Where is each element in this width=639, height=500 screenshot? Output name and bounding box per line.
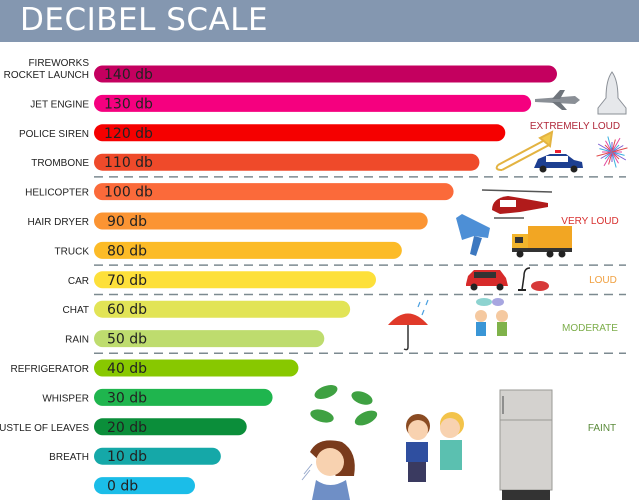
bar (94, 124, 506, 142)
chart-title: DECIBEL SCALE (20, 2, 269, 38)
bar-row: 40 db REFRIGERATOR (10, 359, 299, 377)
category-label: CHAT (63, 305, 89, 316)
zone-label: EXTREMELY LOUD (530, 121, 620, 132)
category-label: JET ENGINE (30, 99, 89, 110)
bar (94, 153, 480, 171)
bar-value-label: 90 db (107, 214, 147, 230)
bar-value-label: 100 db (104, 185, 153, 201)
bar (94, 271, 376, 289)
zone-label: LOUD (589, 275, 617, 286)
category-label: FIREWORKS (28, 58, 89, 69)
bar-value-label: 80 db (107, 243, 147, 259)
title-bar: DECIBEL SCALE (0, 0, 639, 42)
bar (94, 330, 325, 348)
bar-value-label: 70 db (107, 273, 147, 289)
bar-value-label: 20 db (107, 420, 147, 436)
category-label: RAIN (65, 335, 89, 346)
bar-value-label: 120 db (104, 126, 153, 142)
children-chatting-icon (475, 298, 508, 336)
bar-row: 30 db WHISPER (42, 388, 273, 406)
dump-truck-icon (512, 226, 572, 258)
bar-row: 120 db POLICE SIREN (19, 124, 506, 142)
category-label: ROCKET LAUNCH (4, 70, 89, 81)
bar-row: 10 db BREATH (49, 447, 221, 465)
bar-value-label: 10 db (107, 449, 147, 465)
refrigerator-icon (499, 389, 553, 500)
bar-value-label: 110 db (104, 155, 153, 171)
bar-value-label: 0 db (107, 479, 138, 495)
category-label: TROMBONE (31, 158, 89, 169)
bar-row: 20 db RUSTLE OF LEAVES (0, 418, 247, 436)
hair-dryer-icon (456, 214, 490, 256)
bar-value-label: 140 db (104, 67, 153, 83)
bar (94, 241, 402, 259)
bar (94, 447, 221, 465)
helicopter-icon (481, 189, 553, 219)
category-label: HELICOPTER (25, 188, 89, 199)
bar-value-label: 130 db (104, 96, 153, 112)
bar-value-label: 30 db (107, 390, 147, 406)
bar (94, 477, 195, 495)
trombone-icon (495, 130, 554, 171)
fireworks-icon (596, 136, 628, 168)
police-car-icon (534, 150, 583, 173)
bar (94, 388, 273, 406)
bar-row: 130 db JET ENGINE (30, 94, 532, 112)
bar-row: 100 db HELICOPTER (25, 183, 454, 201)
category-label: POLICE SIREN (19, 129, 89, 140)
bar (94, 65, 557, 83)
bar-row: 60 db CHAT (63, 300, 351, 318)
car-icon (466, 270, 508, 291)
zone-labels: EXTREMELY LOUD VERY LOUD LOUD MODERATE FAINT (530, 121, 620, 434)
bar (94, 94, 532, 112)
vacuum-cleaner-icon (518, 267, 549, 291)
bar-row: 90 db HAIR DRYER (28, 212, 428, 230)
umbrella-rain-icon (388, 299, 429, 351)
children-whispering-icon (406, 412, 464, 482)
bar (94, 359, 299, 377)
bar-value-label: 40 db (107, 361, 147, 377)
bar-row: 50 db RAIN (65, 330, 325, 348)
bar (94, 212, 428, 230)
bar (94, 300, 351, 318)
bar-row: 80 db TRUCK (55, 241, 402, 259)
category-label: WHISPER (42, 393, 89, 404)
girl-breathing-icon (301, 440, 355, 500)
bar-row: 0 db (94, 477, 195, 495)
category-label: RUSTLE OF LEAVES (0, 423, 89, 434)
bar-value-label: 60 db (107, 302, 147, 318)
category-label: BREATH (49, 452, 89, 463)
category-label: TRUCK (55, 246, 90, 257)
leaves-icon (310, 385, 378, 426)
bar (94, 418, 247, 436)
space-shuttle-icon (597, 71, 627, 115)
zone-label: MODERATE (562, 323, 618, 334)
zone-dividers (94, 176, 626, 355)
category-label: CAR (68, 276, 89, 287)
zone-label: FAINT (588, 423, 616, 434)
bar-row: 70 db CAR (68, 271, 376, 289)
zone-label: VERY LOUD (561, 216, 618, 227)
bar (94, 183, 454, 201)
fighter-jet-icon (535, 90, 580, 110)
category-label: REFRIGERATOR (10, 364, 89, 375)
category-label: HAIR DRYER (28, 217, 90, 228)
bar-value-label: 50 db (107, 332, 147, 348)
illustrations (301, 71, 628, 500)
bar-row: 110 db TROMBONE (31, 153, 480, 171)
